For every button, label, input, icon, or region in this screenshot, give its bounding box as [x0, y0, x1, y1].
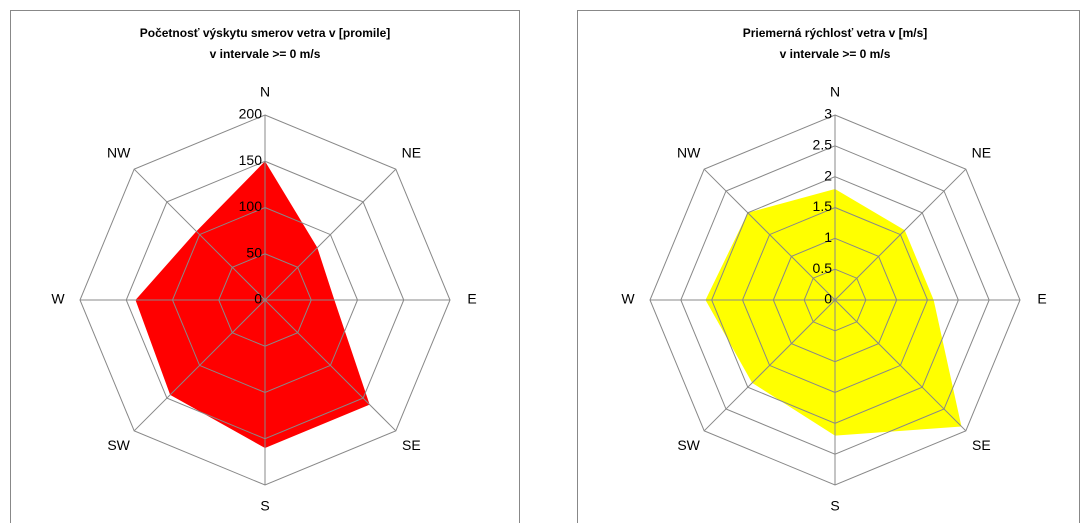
r-tick-label: 0.5 [813, 260, 833, 276]
category-label: SE [972, 437, 991, 453]
category-label: NW [107, 144, 131, 160]
chart-title: Početnosť výskytu smerov vetra v [promil… [140, 26, 391, 40]
spoke [834, 168, 967, 301]
category-label: N [260, 84, 270, 100]
category-label: W [51, 291, 65, 307]
r-tick-label: 0 [824, 291, 832, 307]
r-tick-label: 50 [246, 244, 262, 260]
data-area [705, 189, 962, 436]
category-label: N [830, 84, 840, 100]
spoke [834, 299, 967, 432]
spoke [703, 168, 836, 301]
spoke [133, 168, 266, 301]
chart-title: Priemerná rýchlosť vetra v [m/s] [743, 26, 928, 40]
category-label: S [260, 498, 269, 514]
r-tick-label: 200 [239, 106, 263, 122]
category-label: NE [402, 144, 421, 160]
r-tick-label: 0 [254, 291, 262, 307]
r-tick-label: 2.5 [813, 137, 833, 153]
category-label: S [830, 498, 839, 514]
category-label: E [467, 291, 476, 307]
r-tick-label: 100 [239, 198, 263, 214]
r-tick-label: 1.5 [813, 198, 833, 214]
category-label: SE [402, 437, 421, 453]
category-label: NW [677, 144, 701, 160]
spoke [133, 299, 266, 432]
data-area [135, 161, 370, 448]
spoke [264, 299, 397, 432]
chart-subtitle: v intervale >= 0 m/s [210, 47, 321, 61]
r-tick-label: 3 [824, 106, 832, 122]
category-label: SW [107, 437, 130, 453]
chart-subtitle: v intervale >= 0 m/s [780, 47, 891, 61]
category-label: NE [972, 144, 991, 160]
category-label: W [621, 291, 635, 307]
spoke [703, 299, 836, 432]
category-label: SW [677, 437, 700, 453]
r-tick-label: 1 [824, 229, 832, 245]
r-tick-label: 2 [824, 167, 832, 183]
spoke [264, 168, 397, 301]
category-label: E [1037, 291, 1046, 307]
r-tick-label: 150 [239, 152, 263, 168]
